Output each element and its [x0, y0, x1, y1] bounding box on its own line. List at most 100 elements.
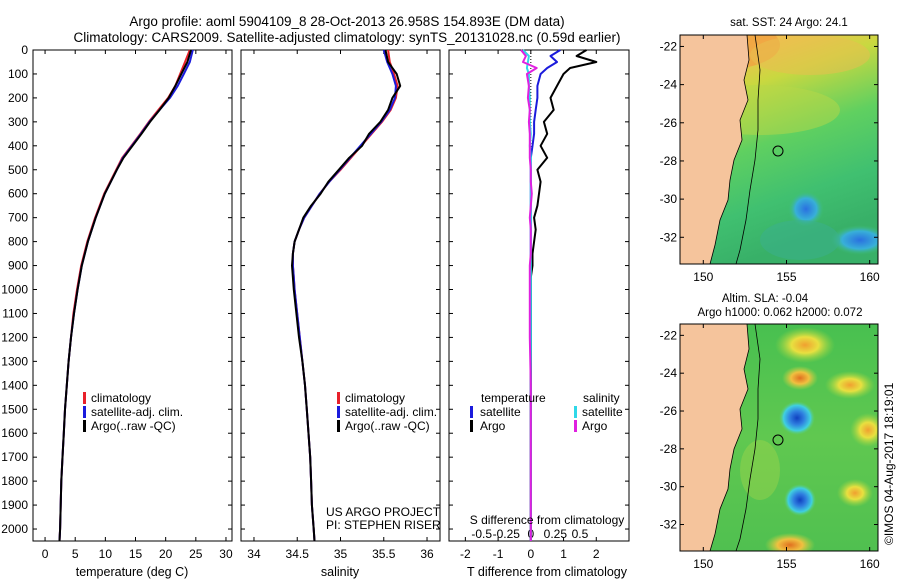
sst-map-image [680, 35, 878, 264]
difference-plot-frame [448, 49, 630, 542]
map-x-tick-label: 150 [693, 557, 713, 571]
legend-argo: Argo(..raw -QC) [91, 419, 176, 433]
s-diff-tick-label: -0.5 [471, 527, 492, 541]
x-tick-label: 34 [247, 547, 261, 561]
credit-pi: PI: STEPHEN RISER [326, 518, 441, 532]
depth-tick-label: 1500 [1, 402, 28, 416]
depth-tick-label: 2000 [1, 522, 28, 536]
depth-tick-label: 1400 [1, 378, 28, 392]
legend-swatch-t-satellite [470, 406, 473, 418]
sla-map-title: Altim. SLA: -0.04 [722, 293, 809, 305]
temperature-series [58, 49, 194, 542]
map-x-tick-label: 160 [860, 270, 880, 284]
credit-project: US ARGO PROJECT [326, 505, 441, 519]
series-line-satellite-adj-clim- [58, 49, 194, 542]
temperature-x-label: temperature (deg C) [76, 565, 189, 579]
depth-tick-label: 1800 [1, 474, 28, 488]
map-y-tick-label: -28 [660, 154, 678, 168]
x-tick-label: 10 [99, 547, 113, 561]
map-y-tick-label: -32 [660, 518, 678, 532]
depth-tick-label: 0 [21, 43, 28, 57]
x-tick-label: 2 [593, 547, 600, 561]
temperature-x-axis: 0 5 10 15 20 25 30 [42, 50, 233, 561]
legend-swatch-argo [337, 420, 340, 432]
map-x-tick-label: 160 [860, 557, 880, 571]
legend-satellite: satellite-adj. clim. [345, 405, 437, 419]
depth-tick-label: 800 [8, 235, 28, 249]
x-tick-label: 25 [189, 547, 203, 561]
depth-tick-label: 600 [8, 187, 28, 201]
series-line-t-satellite [529, 49, 561, 541]
sst-map-axes: 150 155 160 -22 -24 -26 -28 -30 -32 [660, 35, 880, 284]
x-tick-label: -2 [460, 547, 471, 561]
s-diff-tick-label: 0.5 [572, 527, 589, 541]
header-line-1: Argo profile: aoml 5904109_8 28-Oct-2013… [129, 14, 564, 29]
series-line-climatology [291, 49, 399, 542]
map-y-tick-label: -26 [660, 116, 678, 130]
salinity-difference-axis: -0.5-0.2500.250.5 [471, 527, 588, 541]
salinity-series [291, 49, 402, 542]
depth-tick-label: 1600 [1, 426, 28, 440]
map-y-tick-label: -32 [660, 230, 678, 244]
depth-tick-label: 500 [8, 163, 28, 177]
legend-swatch-satellite [337, 406, 340, 418]
s-difference-top-label: S difference from climatology [470, 513, 625, 527]
depth-tick-label: 1100 [2, 306, 28, 320]
x-tick-label: 34.5 [286, 547, 310, 561]
salinity-x-label: salinity [321, 565, 360, 579]
x-tick-label: 0 [42, 547, 49, 561]
legend-swatch-s-satellite [574, 406, 577, 418]
x-tick-label: 30 [219, 547, 233, 561]
x-tick-label: 1 [560, 547, 567, 561]
x-tick-label: 0 [527, 547, 534, 561]
legend-argo: Argo(..raw -QC) [345, 419, 430, 433]
map-y-tick-label: -24 [660, 366, 678, 380]
series-line-t-argo [529, 49, 598, 541]
map-y-tick-label: -30 [660, 192, 678, 206]
depth-tick-label: 400 [8, 139, 28, 153]
sla-map-image [680, 324, 878, 551]
series-line-s-argo [520, 49, 538, 541]
map-y-tick-label: -22 [660, 328, 678, 342]
legend-swatch-t-argo [470, 420, 473, 432]
depth-tick-label: 1900 [1, 498, 28, 512]
map-y-tick-label: -22 [660, 39, 678, 53]
depth-tick-label: 1300 [1, 354, 28, 368]
depth-tick-label: 900 [8, 259, 28, 273]
legend-swatch-argo [83, 420, 86, 432]
imos-timestamp: ©IMOS 04-Aug-2017 18:19:01 [882, 382, 896, 545]
legend-s-satellite: satellite [582, 405, 623, 419]
header-line-2: Climatology: CARS2009. Satellite-adjuste… [73, 30, 620, 45]
legend-swatch-s-argo [574, 420, 577, 432]
salinity-legend: climatology satellite-adj. clim. Argo(..… [337, 391, 437, 433]
sst-map-frame [679, 34, 879, 265]
legend-satellite: satellite-adj. clim. [91, 405, 183, 419]
map-y-tick-label: -26 [660, 404, 678, 418]
legend-climatology: climatology [345, 391, 405, 405]
legend-swatch-climatology [337, 392, 340, 404]
depth-tick-label: 100 [8, 67, 28, 81]
legend-climatology: climatology [91, 391, 151, 405]
temperature-legend: climatology satellite-adj. clim. Argo(..… [83, 391, 183, 433]
map-x-tick-label: 155 [776, 270, 796, 284]
depth-tick-label: 1200 [1, 330, 28, 344]
x-tick-label: 36 [420, 547, 434, 561]
legend-swatch-climatology [83, 392, 86, 404]
s-diff-tick-label: -0.25 [493, 527, 521, 541]
s-diff-tick-label: 0.25 [544, 527, 568, 541]
series-line-argo-raw-qc- [58, 49, 192, 542]
legend-t-argo: Argo [480, 419, 506, 433]
t-difference-x-label: T difference from climatology [467, 565, 628, 579]
sla-map-axes: 150 155 160 -22 -24 -26 -28 -30 -32 [660, 324, 880, 571]
x-tick-label: 5 [72, 547, 79, 561]
legend-t-satellite: satellite [480, 405, 521, 419]
salinity-x-axis: 34 34.5 35 35.5 36 [247, 50, 434, 561]
series-line-satellite-adj-clim- [291, 49, 397, 542]
difference-series [520, 49, 598, 541]
legend-temperature-title: temperature [481, 391, 546, 405]
depth-tick-label: 300 [8, 115, 28, 129]
series-line-climatology [58, 49, 191, 542]
map-y-tick-label: -24 [660, 78, 678, 92]
map-y-tick-label: -30 [660, 480, 678, 494]
